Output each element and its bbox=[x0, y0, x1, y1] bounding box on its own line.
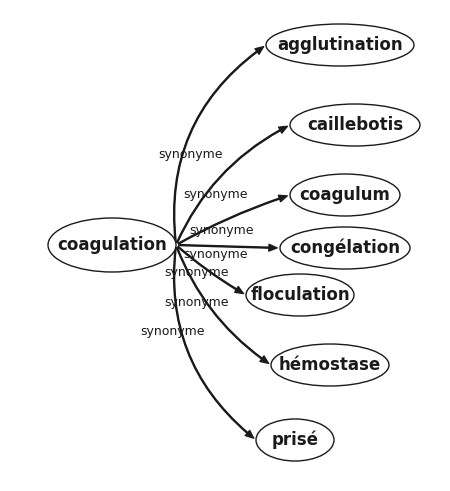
FancyArrowPatch shape bbox=[178, 246, 243, 294]
Ellipse shape bbox=[246, 274, 354, 316]
Text: synonyme: synonyme bbox=[164, 266, 229, 278]
Text: coagulation: coagulation bbox=[57, 236, 167, 254]
FancyArrowPatch shape bbox=[174, 47, 264, 242]
Text: synonyme: synonyme bbox=[141, 325, 205, 338]
Text: synonyme: synonyme bbox=[183, 247, 248, 261]
Ellipse shape bbox=[271, 344, 389, 386]
Text: synonyme: synonyme bbox=[164, 296, 229, 309]
Text: floculation: floculation bbox=[250, 286, 350, 304]
Text: agglutination: agglutination bbox=[277, 36, 403, 54]
FancyArrowPatch shape bbox=[179, 244, 277, 251]
Ellipse shape bbox=[266, 24, 414, 66]
Text: synonyme: synonyme bbox=[189, 224, 254, 237]
FancyArrowPatch shape bbox=[176, 247, 269, 363]
Text: prisé: prisé bbox=[271, 431, 319, 449]
Ellipse shape bbox=[256, 419, 334, 461]
Text: synonyme: synonyme bbox=[158, 148, 223, 161]
FancyArrowPatch shape bbox=[174, 247, 254, 438]
Text: hémostase: hémostase bbox=[279, 356, 381, 374]
Ellipse shape bbox=[280, 227, 410, 269]
FancyArrowPatch shape bbox=[176, 126, 288, 243]
FancyArrowPatch shape bbox=[178, 195, 288, 244]
Text: caillebotis: caillebotis bbox=[307, 116, 403, 134]
Text: congélation: congélation bbox=[290, 239, 400, 257]
Ellipse shape bbox=[290, 104, 420, 146]
Ellipse shape bbox=[290, 174, 400, 216]
Text: synonyme: synonyme bbox=[183, 188, 248, 201]
Text: coagulum: coagulum bbox=[300, 186, 391, 204]
Ellipse shape bbox=[48, 218, 176, 272]
